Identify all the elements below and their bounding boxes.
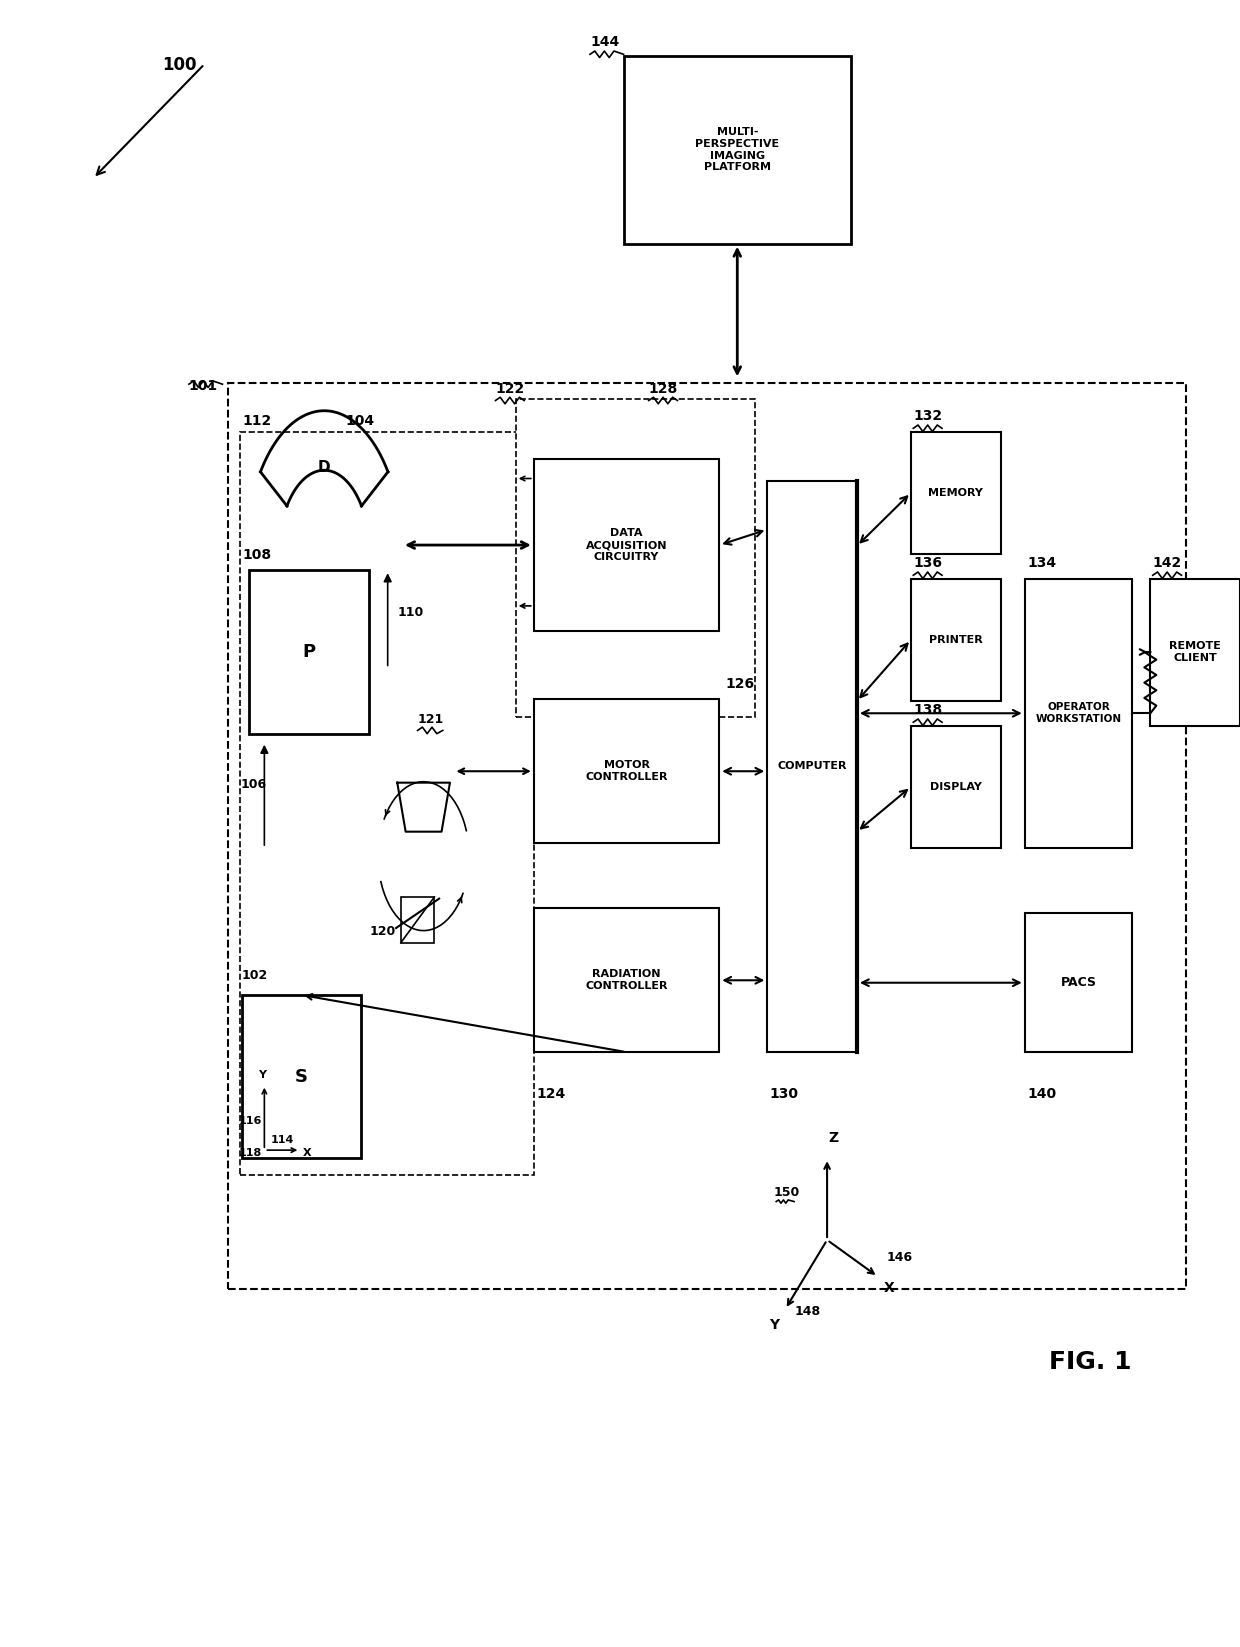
Text: 100: 100	[162, 56, 197, 74]
FancyBboxPatch shape	[1024, 578, 1132, 848]
Text: 102: 102	[242, 968, 268, 982]
Text: OPERATOR
WORKSTATION: OPERATOR WORKSTATION	[1035, 703, 1121, 725]
Text: 110: 110	[397, 606, 424, 619]
Text: MEMORY: MEMORY	[929, 488, 983, 497]
Text: 130: 130	[770, 1087, 799, 1102]
FancyBboxPatch shape	[516, 399, 755, 718]
Text: 148: 148	[794, 1304, 821, 1318]
Text: 108: 108	[243, 548, 272, 562]
Text: 150: 150	[774, 1186, 800, 1199]
Text: 116: 116	[238, 1115, 262, 1125]
Text: FIG. 1: FIG. 1	[1049, 1351, 1131, 1375]
Text: 134: 134	[1027, 557, 1056, 570]
Text: REMOTE
CLIENT: REMOTE CLIENT	[1169, 641, 1221, 662]
Text: 122: 122	[496, 382, 525, 395]
Text: DISPLAY: DISPLAY	[930, 782, 982, 792]
FancyBboxPatch shape	[624, 56, 851, 244]
Text: 144: 144	[590, 35, 619, 49]
Text: 112: 112	[243, 415, 272, 428]
Text: 142: 142	[1153, 557, 1182, 570]
Text: X: X	[303, 1148, 311, 1158]
Text: 106: 106	[241, 777, 267, 791]
FancyBboxPatch shape	[768, 481, 857, 1052]
Text: MULTI-
PERSPECTIVE
IMAGING
PLATFORM: MULTI- PERSPECTIVE IMAGING PLATFORM	[696, 127, 780, 173]
Text: 114: 114	[270, 1135, 294, 1145]
FancyBboxPatch shape	[911, 578, 1001, 702]
Text: D: D	[317, 460, 331, 474]
Text: DATA
ACQUISITION
CIRCUITRY: DATA ACQUISITION CIRCUITRY	[585, 529, 667, 562]
Text: PRINTER: PRINTER	[929, 634, 982, 644]
Text: 138: 138	[914, 703, 942, 718]
FancyBboxPatch shape	[249, 570, 368, 733]
FancyBboxPatch shape	[533, 909, 719, 1052]
FancyBboxPatch shape	[1024, 914, 1132, 1052]
Text: 140: 140	[1027, 1087, 1056, 1102]
Text: S: S	[295, 1067, 308, 1085]
Text: Y: Y	[769, 1318, 779, 1331]
FancyBboxPatch shape	[401, 898, 434, 942]
Text: 124: 124	[536, 1087, 565, 1102]
FancyBboxPatch shape	[533, 700, 719, 843]
Text: 132: 132	[914, 410, 942, 423]
Text: 101: 101	[188, 379, 218, 394]
Text: 104: 104	[346, 415, 374, 428]
Text: Z: Z	[828, 1131, 838, 1145]
Text: 128: 128	[649, 382, 678, 395]
Text: 120: 120	[370, 926, 396, 937]
FancyBboxPatch shape	[242, 995, 361, 1158]
Text: 126: 126	[725, 677, 754, 692]
Text: MOTOR
CONTROLLER: MOTOR CONTROLLER	[585, 761, 668, 782]
Text: COMPUTER: COMPUTER	[777, 761, 847, 771]
Text: 118: 118	[239, 1148, 262, 1158]
Text: P: P	[303, 642, 315, 660]
Text: RADIATION
CONTROLLER: RADIATION CONTROLLER	[585, 970, 668, 991]
Text: 146: 146	[887, 1252, 913, 1265]
Text: PACS: PACS	[1060, 977, 1096, 990]
Text: X: X	[884, 1281, 895, 1295]
FancyBboxPatch shape	[911, 726, 1001, 848]
FancyBboxPatch shape	[1151, 578, 1240, 726]
FancyBboxPatch shape	[911, 432, 1001, 553]
Text: Y: Y	[258, 1071, 267, 1080]
FancyBboxPatch shape	[228, 382, 1187, 1290]
Text: 136: 136	[914, 557, 942, 570]
FancyBboxPatch shape	[533, 460, 719, 631]
Text: 121: 121	[418, 713, 444, 726]
FancyBboxPatch shape	[241, 432, 533, 1174]
